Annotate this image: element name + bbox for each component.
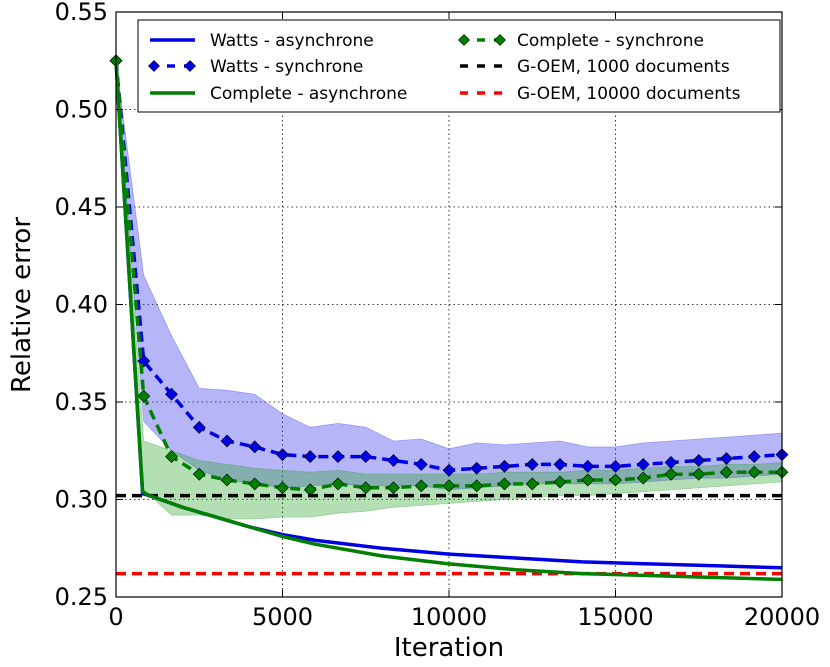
legend-label-g-oem-1000-documents: G-OEM, 1000 documents xyxy=(517,57,730,77)
x-tick-label: 5000 xyxy=(252,603,313,631)
grid xyxy=(116,12,782,597)
y-tick-label: 0.50 xyxy=(55,96,108,124)
y-tick-label: 0.55 xyxy=(55,0,108,26)
legend-box xyxy=(137,19,781,113)
data-point-watts-synchrone xyxy=(692,454,706,467)
data-point-watts-synchrone xyxy=(276,448,289,462)
y-tick-label: 0.40 xyxy=(55,291,108,319)
series-line-complete-asynchrone xyxy=(114,60,783,582)
data-point-watts-synchrone xyxy=(248,440,262,454)
data-point-watts-synchrone xyxy=(470,461,484,475)
legend-label-watts-asynchrone: Watts - asynchrone xyxy=(210,31,374,51)
legend-marker-watts-synchrone xyxy=(148,60,160,72)
data-point-watts-synchrone xyxy=(331,450,345,464)
series-lines xyxy=(109,54,789,582)
data-point-watts-synchrone xyxy=(498,459,511,473)
data-point-complete-synchrone xyxy=(137,389,151,403)
data-point-complete-synchrone xyxy=(553,475,567,489)
legend-marker-complete-synchrone xyxy=(494,34,506,46)
x-tick-label: 20000 xyxy=(744,603,820,631)
data-point-complete-synchrone xyxy=(470,479,484,493)
data-point-complete-synchrone xyxy=(525,477,539,491)
data-point-watts-synchrone xyxy=(581,459,595,473)
y-tick-label: 0.35 xyxy=(55,388,108,416)
data-point-watts-synchrone xyxy=(414,457,428,471)
y-tick-label: 0.45 xyxy=(55,193,108,221)
data-point-watts-synchrone xyxy=(192,420,206,434)
legend-marker-watts-synchrone xyxy=(184,60,196,72)
x-tick-label: 10000 xyxy=(411,603,487,631)
y-tick-label: 0.25 xyxy=(55,583,108,611)
data-point-complete-synchrone xyxy=(414,479,428,493)
data-point-watts-synchrone xyxy=(636,457,650,471)
data-point-watts-synchrone xyxy=(220,434,234,448)
data-point-watts-synchrone xyxy=(525,457,539,471)
data-point-watts-synchrone xyxy=(720,452,733,465)
data-point-watts-synchrone xyxy=(553,457,567,471)
data-point-complete-synchrone xyxy=(276,481,289,495)
data-point-complete-synchrone xyxy=(747,465,761,479)
data-point-complete-synchrone xyxy=(498,477,511,491)
data-point-complete-synchrone xyxy=(664,467,678,481)
x-tick-label: 0 xyxy=(108,603,123,631)
x-tick-label: 15000 xyxy=(577,603,653,631)
data-point-complete-synchrone xyxy=(220,473,234,487)
legend-label-watts-synchrone: Watts - synchrone xyxy=(210,57,363,77)
data-point-watts-synchrone xyxy=(359,450,373,464)
axis-ticks: 0 5000 10000 15000 20000 0.25 0.30 0.35 0.40 0.45… xyxy=(55,0,821,631)
data-point-complete-synchrone xyxy=(636,471,650,485)
data-point-complete-synchrone xyxy=(165,450,178,464)
data-point-complete-synchrone xyxy=(359,481,373,495)
y-tick-label: 0.30 xyxy=(55,486,108,514)
data-point-complete-synchrone xyxy=(581,473,595,487)
data-point-complete-synchrone xyxy=(192,467,206,481)
data-point-watts-synchrone xyxy=(609,459,622,473)
data-point-watts-synchrone xyxy=(747,450,761,464)
y-axis-label: Relative error xyxy=(7,217,37,393)
legend-label-complete-synchrone: Complete - synchrone xyxy=(517,31,704,51)
data-point-complete-synchrone xyxy=(609,473,622,487)
legend: Watts - asynchrone Watts - synchrone Compl… xyxy=(137,19,781,113)
data-point-watts-synchrone xyxy=(387,454,400,467)
legend-marker-complete-synchrone xyxy=(458,34,470,46)
data-point-complete-synchrone xyxy=(692,467,706,481)
legend-label-g-oem-10000-documents: G-OEM, 10000 documents xyxy=(517,84,741,104)
data-point-complete-synchrone xyxy=(387,481,400,495)
data-point-complete-synchrone xyxy=(442,479,456,493)
data-point-complete-synchrone xyxy=(248,477,262,491)
x-axis-label: Iteration xyxy=(394,633,504,663)
data-point-watts-synchrone xyxy=(442,463,456,477)
data-point-watts-synchrone xyxy=(165,387,178,401)
legend-label-complete-asynchrone: Complete - asynchrone xyxy=(210,84,407,104)
data-point-complete-synchrone xyxy=(720,465,733,479)
data-point-complete-synchrone xyxy=(331,477,345,491)
data-point-watts-synchrone xyxy=(303,450,317,464)
